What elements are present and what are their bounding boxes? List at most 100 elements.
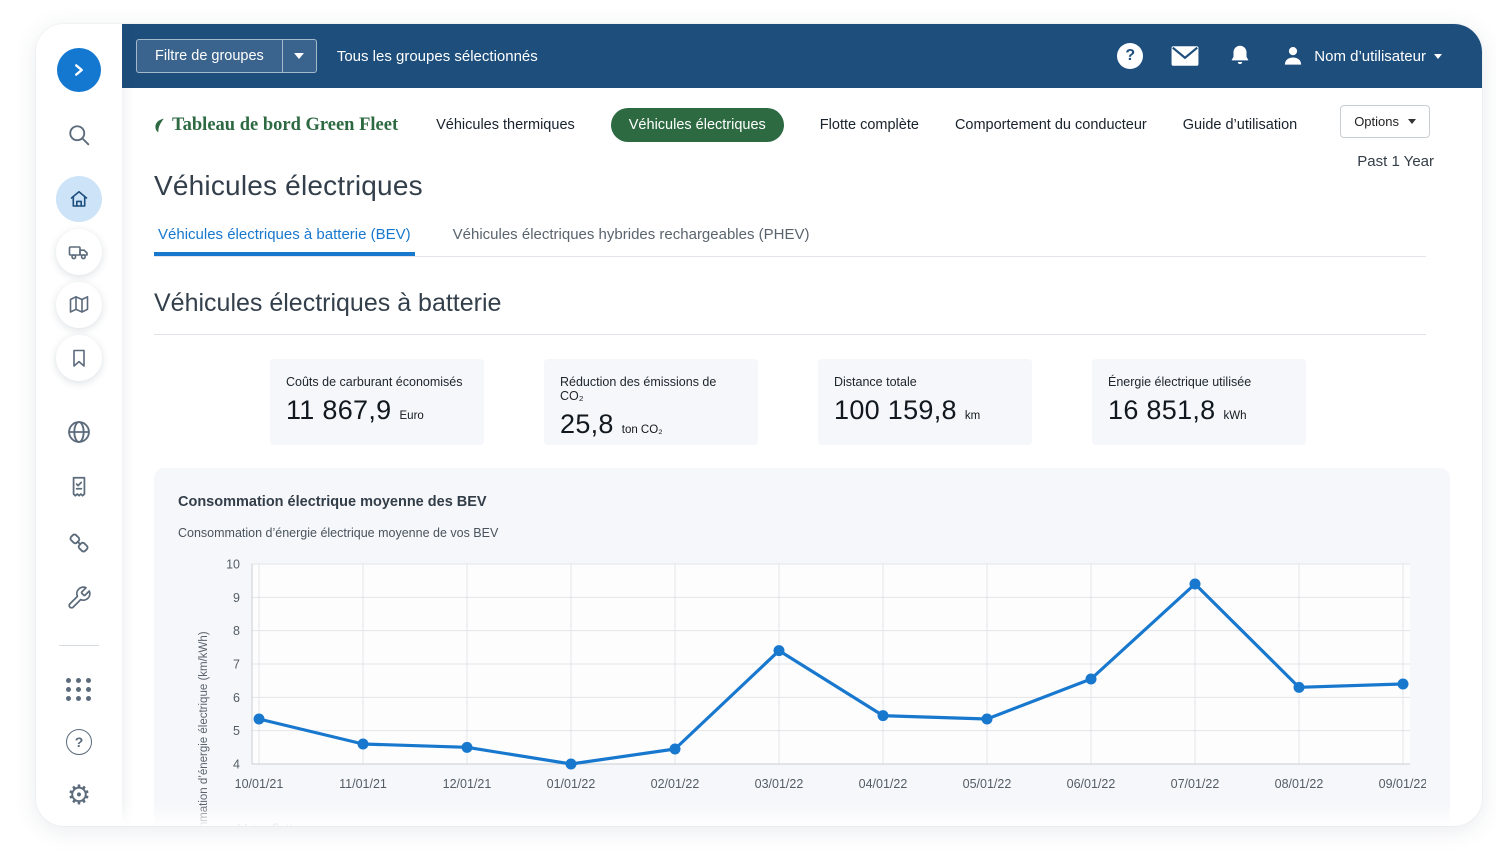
nav-vehicules-electriques[interactable]: Véhicules électriques xyxy=(611,108,784,142)
time-period-label: Past 1 Year xyxy=(1357,153,1434,170)
svg-text:01/01/22: 01/01/22 xyxy=(547,777,596,791)
kpi-label: Réduction des émissions de CO₂ xyxy=(560,375,742,403)
svg-text:8: 8 xyxy=(233,624,240,638)
gear-icon: ⚙ xyxy=(67,782,91,809)
tab-phev[interactable]: Véhicules électriques hybrides rechargea… xyxy=(449,224,814,256)
truck-icon xyxy=(67,240,91,264)
kpi-unit: km xyxy=(965,410,980,422)
nav-vehicules-thermiques[interactable]: Véhicules thermiques xyxy=(436,117,575,133)
svg-text:04/01/22: 04/01/22 xyxy=(859,777,908,791)
help-icon: ? xyxy=(1125,47,1135,65)
notifications-button[interactable] xyxy=(1227,43,1253,69)
tab-bev[interactable]: Véhicules électriques à batterie (BEV) xyxy=(154,224,415,256)
kpi-value: 100 159,8 xyxy=(834,395,957,426)
sidebar-item-globe[interactable] xyxy=(64,417,94,447)
chart-plot-area: Consommation d’énergie électrique (km/kW… xyxy=(178,554,1426,817)
kpi-unit: ton CO₂ xyxy=(622,424,663,436)
sidebar-item-settings[interactable]: ⚙ xyxy=(64,780,94,810)
svg-text:5: 5 xyxy=(233,724,240,738)
chevron-down-icon xyxy=(294,53,304,59)
options-button[interactable]: Options xyxy=(1340,105,1430,138)
group-filter-caret[interactable] xyxy=(282,40,316,72)
dashboard-nav: Véhicules thermiques Véhicules électriqu… xyxy=(436,108,1297,142)
sidebar-item-tools[interactable] xyxy=(64,583,94,613)
svg-text:6: 6 xyxy=(233,691,240,705)
home-icon xyxy=(67,187,91,211)
map-icon xyxy=(67,293,91,317)
sidebar-item-reports[interactable] xyxy=(64,472,94,502)
wrench-icon xyxy=(66,585,92,611)
sidebar-divider xyxy=(59,645,99,646)
svg-text:4: 4 xyxy=(233,758,240,772)
sidebar-item-search[interactable] xyxy=(64,120,94,150)
svg-text:12/01/21: 12/01/21 xyxy=(443,777,492,791)
search-icon xyxy=(65,121,93,149)
sidebar-item-apps[interactable] xyxy=(64,674,94,704)
nav-guide-utilisation[interactable]: Guide d’utilisation xyxy=(1183,117,1297,133)
options-label: Options xyxy=(1354,114,1399,129)
page-content: Véhicules électriques Véhicules électriq… xyxy=(122,162,1482,826)
kpi-value: 25,8 xyxy=(560,409,614,440)
help-icon: ? xyxy=(66,729,92,755)
globe-icon xyxy=(65,418,93,446)
topbar-actions: ? Nom d’utilisateur xyxy=(1117,43,1482,69)
user-name: Nom d’utilisateur xyxy=(1314,48,1426,65)
brand-title: Tableau de bord Green Fleet xyxy=(172,115,398,136)
section-title: Véhicules électriques à batterie xyxy=(154,289,1426,318)
sidebar-item-help[interactable]: ? xyxy=(64,727,94,757)
help-button[interactable]: ? xyxy=(1117,43,1143,69)
nav-flotte-complete[interactable]: Flotte complète xyxy=(820,117,919,133)
user-icon xyxy=(1280,43,1306,69)
kpi-co2-reduction: Réduction des émissions de CO₂ 25,8 ton … xyxy=(544,359,758,445)
sidebar-expand-button[interactable] xyxy=(57,48,101,92)
kpi-label: Énergie électrique utilisée xyxy=(1108,375,1290,389)
app-window: ? ⚙ Filtre de groupes Tous les groupes s… xyxy=(36,24,1482,826)
svg-text:02/01/22: 02/01/22 xyxy=(651,777,700,791)
topbar: Filtre de groupes Tous les groupes sélec… xyxy=(122,24,1482,88)
bev-phev-tabs: Véhicules électriques à batterie (BEV) V… xyxy=(154,224,1426,257)
user-menu[interactable]: Nom d’utilisateur xyxy=(1280,43,1442,69)
messages-button[interactable] xyxy=(1170,45,1200,67)
svg-text:07/01/22: 07/01/22 xyxy=(1171,777,1220,791)
kpi-value: 16 851,8 xyxy=(1108,395,1216,426)
sidebar-item-vehicles[interactable] xyxy=(56,229,102,275)
sidebar-item-map[interactable] xyxy=(56,282,102,328)
leaf-icon xyxy=(152,117,167,134)
chevron-down-icon xyxy=(1434,54,1442,59)
bev-consumption-chart-card: Consommation électrique moyenne des BEV … xyxy=(154,468,1450,826)
svg-text:10: 10 xyxy=(226,558,240,572)
svg-text:9: 9 xyxy=(233,591,240,605)
sidebar-item-home[interactable] xyxy=(56,176,102,222)
chevron-down-icon xyxy=(1408,119,1416,124)
page-title: Véhicules électriques xyxy=(154,170,1426,202)
kpi-electric-energy-used: Énergie électrique utilisée 16 851,8 kWh xyxy=(1092,359,1306,445)
svg-text:05/01/22: 05/01/22 xyxy=(963,777,1012,791)
mail-icon xyxy=(1170,45,1200,67)
legend-label: Votre flotte xyxy=(238,821,300,826)
apps-grid-icon xyxy=(66,678,92,701)
sidebar-item-connections[interactable] xyxy=(64,528,94,558)
nav-comportement-conducteur[interactable]: Comportement du conducteur xyxy=(955,117,1147,133)
kpi-value: 11 867,9 xyxy=(286,395,392,426)
svg-text:10/01/21: 10/01/21 xyxy=(235,777,284,791)
svg-text:7: 7 xyxy=(233,658,240,672)
kpi-unit: kWh xyxy=(1224,410,1247,422)
kpi-row: Coûts de carburant économisés 11 867,9 E… xyxy=(270,359,1426,445)
kpi-label: Coûts de carburant économisés xyxy=(286,375,468,389)
chart-title: Consommation électrique moyenne des BEV xyxy=(178,494,1426,510)
kpi-unit: Euro xyxy=(400,410,424,422)
svg-text:08/01/22: 08/01/22 xyxy=(1275,777,1324,791)
bookmark-icon xyxy=(67,346,91,370)
kpi-total-distance: Distance totale 100 159,8 km xyxy=(818,359,1032,445)
group-filter-dropdown[interactable]: Filtre de groupes xyxy=(136,39,317,73)
chart-subtitle: Consommation d’énergie électrique moyenn… xyxy=(178,526,1426,540)
main-area: Filtre de groupes Tous les groupes sélec… xyxy=(122,24,1482,826)
svg-text:06/01/22: 06/01/22 xyxy=(1067,777,1116,791)
sidebar-item-bookmark[interactable] xyxy=(56,335,102,381)
svg-text:09/01/22: 09/01/22 xyxy=(1379,777,1426,791)
sidebar: ? ⚙ xyxy=(36,24,122,826)
brand: Tableau de bord Green Fleet xyxy=(152,115,398,136)
section-divider xyxy=(154,334,1426,335)
consumption-line-chart[interactable]: 4567891010/01/2111/01/2112/01/2101/01/22… xyxy=(206,554,1426,812)
kpi-fuel-costs-saved: Coûts de carburant économisés 11 867,9 E… xyxy=(270,359,484,445)
